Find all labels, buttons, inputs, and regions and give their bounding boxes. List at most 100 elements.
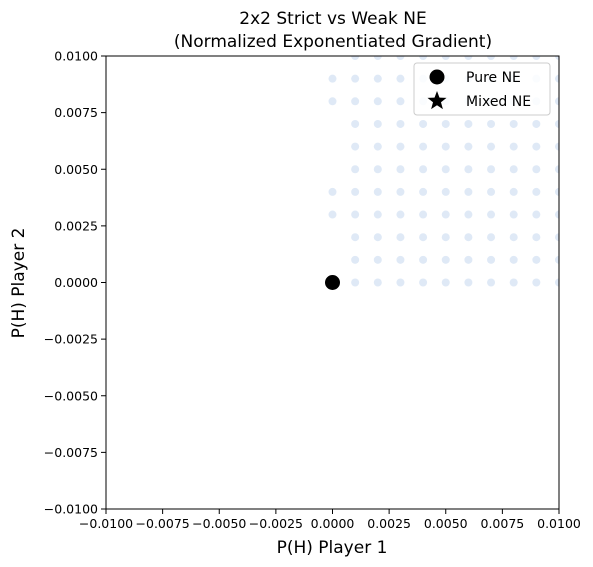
trajectory-point-52 <box>351 165 360 174</box>
legend-box <box>413 62 551 116</box>
y-tick-label: 0.0050 <box>54 162 98 177</box>
pure-ne-point-0 <box>325 275 340 290</box>
x-axis: −0.0100 −0.0075 −0.0050 −0.0025 0.0000 0.0025… <box>79 509 581 531</box>
trajectory-point-105 <box>373 56 382 60</box>
trajectory-point-49 <box>509 187 518 196</box>
y-tick-label: −0.0050 <box>44 388 98 403</box>
trajectory-point-15 <box>464 255 473 264</box>
trajectory-point-104 <box>351 56 360 60</box>
trajectory-point-65 <box>419 142 428 151</box>
trajectory-point-23 <box>419 233 428 242</box>
trajectory-point-67 <box>464 142 473 151</box>
trajectory-point-46 <box>441 187 450 196</box>
trajectory-point-51 <box>555 187 559 196</box>
trajectory-point-38 <box>509 210 518 219</box>
trajectory-point-57 <box>464 165 473 174</box>
trajectory-point-55 <box>419 165 428 174</box>
trajectory-point-11 <box>373 255 382 264</box>
trajectory-point-80 <box>532 119 541 128</box>
trajectory-point-64 <box>396 142 405 151</box>
trajectory-point-34 <box>419 210 428 219</box>
trajectory-point-27 <box>509 233 518 242</box>
y-axis: −0.0100 −0.0075 −0.0050 −0.0025 0.0000 0.0025… <box>44 49 106 517</box>
equilibrium-markers <box>325 275 340 290</box>
legend: Pure NE Mixed NE <box>413 62 551 116</box>
trajectory-point-22 <box>396 233 405 242</box>
trajectory-point-39 <box>532 210 541 219</box>
trajectory-point-32 <box>373 210 382 219</box>
legend-pure-ne-label: Pure NE <box>466 70 521 86</box>
legend-mixed-ne-star-icon <box>427 91 447 110</box>
chart-title-line2: (Normalized Exponentiated Gradient) <box>174 32 492 52</box>
trajectory-point-3 <box>419 278 428 287</box>
trajectory-point-75 <box>419 119 428 128</box>
x-tick-label: 0.0075 <box>481 516 525 531</box>
trajectory-point-42 <box>351 187 360 196</box>
x-tick-label: −0.0100 <box>79 516 133 531</box>
trajectory-point-112 <box>532 56 541 60</box>
trajectory-point-50 <box>532 187 541 196</box>
trajectory-point-45 <box>419 187 428 196</box>
trajectory-point-25 <box>464 233 473 242</box>
trajectory-point-72 <box>351 119 360 128</box>
trajectory-point-79 <box>509 119 518 128</box>
trajectory-point-71 <box>555 142 559 151</box>
trajectory-point-62 <box>351 142 360 151</box>
trajectory-point-30 <box>328 210 337 219</box>
trajectory-point-110 <box>487 56 496 60</box>
trajectory-point-77 <box>464 119 473 128</box>
trajectory-point-63 <box>373 142 382 151</box>
legend-mixed-ne-label: Mixed NE <box>466 94 531 110</box>
trajectory-point-76 <box>441 119 450 128</box>
trajectory-point-92 <box>555 97 559 106</box>
trajectory-point-53 <box>373 165 382 174</box>
trajectory-point-84 <box>373 97 382 106</box>
x-tick-label: 0.0000 <box>311 516 355 531</box>
trajectory-point-10 <box>351 255 360 264</box>
trajectory-point-14 <box>441 255 450 264</box>
trajectory-point-19 <box>555 255 559 264</box>
trajectory-point-111 <box>509 56 518 60</box>
trajectory-point-48 <box>487 187 496 196</box>
legend-pure-ne-marker <box>429 69 445 85</box>
trajectory-point-73 <box>373 119 382 128</box>
trajectory-point-74 <box>396 119 405 128</box>
y-axis-label: P(H) Player 2 <box>9 228 29 339</box>
trajectory-point-29 <box>555 233 559 242</box>
trajectory-point-12 <box>396 255 405 264</box>
trajectory-point-66 <box>441 142 450 151</box>
trajectory-point-24 <box>441 233 450 242</box>
trajectory-point-106 <box>396 56 405 60</box>
trajectory-point-83 <box>351 97 360 106</box>
trajectory-point-59 <box>509 165 518 174</box>
trajectory-point-61 <box>555 165 559 174</box>
trajectory-point-16 <box>487 255 496 264</box>
trajectory-point-28 <box>532 233 541 242</box>
trajectory-point-108 <box>441 56 450 60</box>
trajectory-point-31 <box>351 210 360 219</box>
trajectory-point-40 <box>555 210 559 219</box>
trajectory-point-69 <box>509 142 518 151</box>
trajectory-point-2 <box>396 278 405 287</box>
trajectory-point-54 <box>396 165 405 174</box>
trajectory-point-96 <box>396 74 405 83</box>
trajectory-point-43 <box>373 187 382 196</box>
trajectory-point-37 <box>487 210 496 219</box>
trajectory-point-13 <box>419 255 428 264</box>
trajectory-point-68 <box>487 142 496 151</box>
x-tick-label: 0.0100 <box>537 516 581 531</box>
trajectory-point-47 <box>464 187 473 196</box>
trajectory-point-41 <box>328 187 337 196</box>
trajectory-point-78 <box>487 119 496 128</box>
x-tick-label: −0.0050 <box>192 516 246 531</box>
trajectory-point-7 <box>509 278 518 287</box>
trajectory-point-95 <box>373 74 382 83</box>
trajectory-point-5 <box>464 278 473 287</box>
trajectory-point-21 <box>373 233 382 242</box>
trajectory-point-17 <box>509 255 518 264</box>
trajectory-point-1 <box>373 278 382 287</box>
x-tick-label: 0.0025 <box>367 516 411 531</box>
x-tick-label: 0.0050 <box>424 516 468 531</box>
trajectory-point-6 <box>487 278 496 287</box>
trajectory-point-56 <box>441 165 450 174</box>
